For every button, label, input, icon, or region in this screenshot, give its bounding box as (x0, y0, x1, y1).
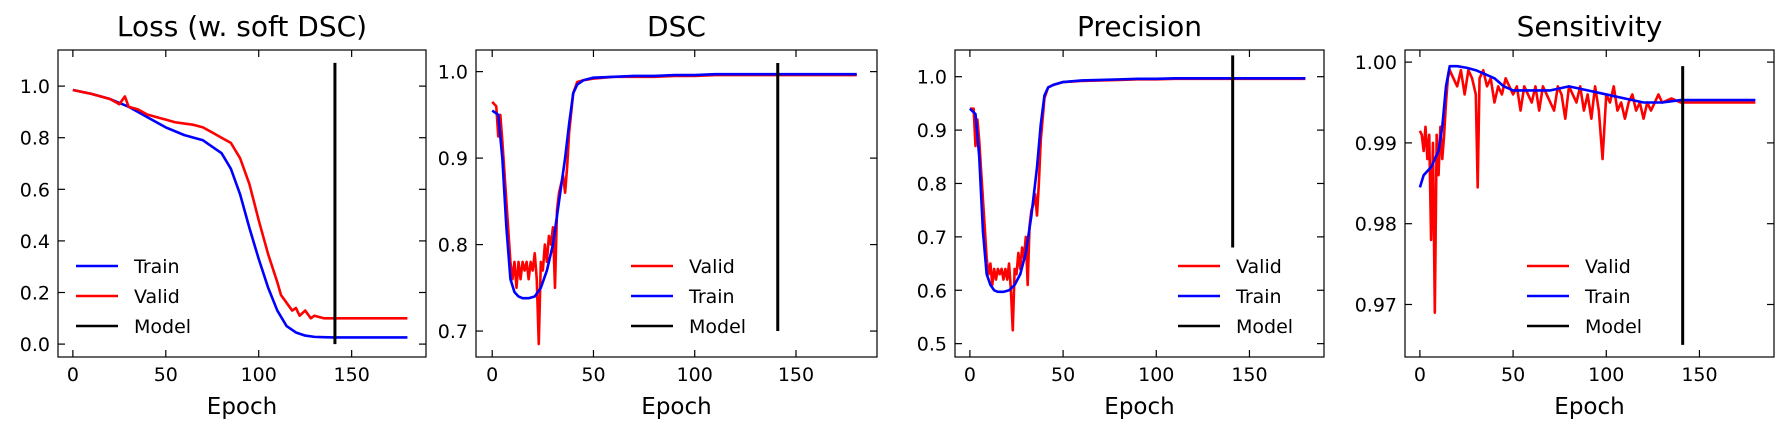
x-tick-label: 0 (1414, 364, 1426, 386)
x-tick-label: 50 (154, 364, 178, 386)
series-line-valid (491, 73, 857, 346)
x-tick-label: 100 (1138, 364, 1174, 386)
y-tick-label: 1.00 (1355, 52, 1397, 74)
y-tick-label: 0.5 (917, 334, 947, 356)
legend-label-valid: Valid (1585, 256, 1631, 278)
y-tick-label: 0.9 (438, 148, 468, 170)
x-tick-label: 50 (581, 364, 605, 386)
series-line-valid (72, 88, 408, 320)
y-tick-label: 0.8 (20, 128, 50, 150)
x-tick-label: 0 (67, 364, 79, 386)
x-tick-label: 150 (1231, 364, 1267, 386)
legend: Valid Train Model (1527, 256, 1642, 338)
legend: Valid Train Model (631, 256, 746, 338)
chart-panel-3: 0 50 100 150 0.5 0.6 0.7 0.8 0.9 1.0 Precision Epoc… (917, 10, 1325, 420)
legend-label-train: Train (133, 256, 180, 278)
legend-label-model: Model (689, 316, 746, 338)
x-tick-label: 100 (241, 364, 277, 386)
legend: Train Valid Model (76, 256, 191, 338)
y-tick-label: 0.9 (917, 120, 947, 142)
chart-title: Loss (w. soft DSC) (117, 10, 367, 43)
legend-label-valid: Valid (689, 256, 735, 278)
plot-frame (1404, 49, 1775, 358)
y-tick-label: 1.0 (438, 62, 468, 84)
x-tick-label: 100 (677, 364, 713, 386)
y-tick-label: 0.8 (438, 235, 468, 257)
series-line-train (72, 88, 408, 339)
x-axis-label: Epoch (1104, 394, 1174, 420)
chart-title: Sensitivity (1517, 10, 1663, 43)
chart-panel-4: 0 50 100 150 0.97 0.98 0.99 1.00 Sensitivity Epoc… (1355, 10, 1775, 420)
y-tick-label: 1.0 (917, 67, 947, 89)
legend-label-model: Model (1585, 316, 1642, 338)
y-tick-label: 0.6 (917, 280, 947, 302)
series-line-train (491, 72, 857, 300)
x-axis-label: Epoch (641, 394, 711, 420)
legend-label-train: Train (688, 286, 735, 308)
y-tick-label: 0.7 (438, 321, 468, 343)
x-tick-label: 0 (486, 364, 498, 386)
y-tick-label: 0.0 (20, 334, 50, 356)
x-axis-label: Epoch (1554, 394, 1624, 420)
y-tick-label: 0.7 (917, 227, 947, 249)
legend: Valid Train Model (1178, 256, 1293, 338)
plot-frame (954, 49, 1325, 358)
x-tick-label: 150 (1681, 364, 1717, 386)
x-tick-label: 100 (1588, 364, 1624, 386)
legend-label-train: Train (1584, 286, 1631, 308)
legend-label-valid: Valid (134, 286, 180, 308)
series-line-train (1418, 64, 1756, 188)
chart-panel-2: 0 50 100 150 0.7 0.8 0.9 1.0 DSC Epoch Valid Train M… (438, 10, 878, 420)
plot-frame (475, 49, 878, 358)
legend-label-train: Train (1235, 286, 1282, 308)
series-line-valid (1418, 68, 1756, 314)
chart-panel-1: 0 50 100 150 0.0 0.2 0.4 0.6 0.8 1.0 Loss (w. soft… (20, 10, 427, 420)
legend-label-valid: Valid (1236, 256, 1282, 278)
y-tick-label: 0.99 (1355, 133, 1397, 155)
x-tick-label: 50 (1051, 364, 1075, 386)
y-tick-label: 0.2 (20, 283, 50, 305)
series-line-train (969, 77, 1306, 294)
x-tick-label: 150 (778, 364, 814, 386)
y-tick-label: 0.8 (917, 173, 947, 195)
y-tick-label: 1.0 (20, 76, 50, 98)
y-tick-label: 0.97 (1355, 294, 1397, 316)
y-tick-label: 0.6 (20, 179, 50, 201)
x-axis-label: Epoch (207, 394, 277, 420)
x-tick-label: 50 (1501, 364, 1525, 386)
y-tick-label: 0.98 (1355, 214, 1397, 236)
x-tick-label: 0 (964, 364, 976, 386)
legend-label-model: Model (1236, 316, 1293, 338)
plot-frame (57, 49, 427, 358)
chart-title: DSC (647, 10, 706, 43)
x-tick-label: 150 (334, 364, 370, 386)
legend-label-model: Model (134, 316, 191, 338)
y-tick-label: 0.4 (20, 231, 50, 253)
chart-title: Precision (1077, 10, 1202, 43)
